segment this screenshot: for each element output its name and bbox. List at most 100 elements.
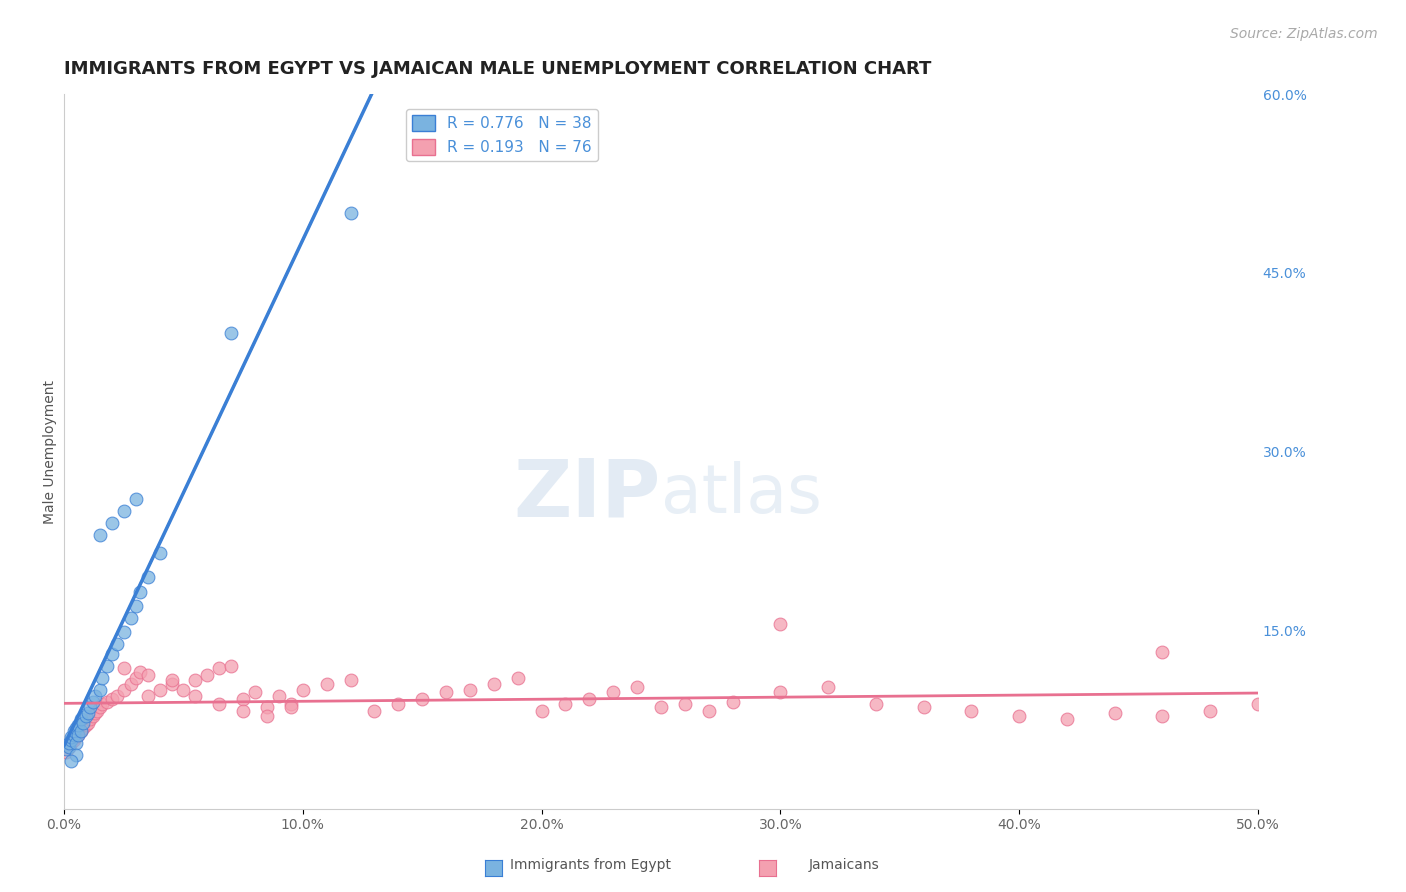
Point [65,721,87,735]
Point [697,704,720,718]
Point [578,692,600,706]
Point [79,712,101,726]
Point [65,731,87,745]
Point [817,680,839,694]
Point [72,716,94,731]
Point [339,206,361,220]
Point [62,732,84,747]
Point [112,661,135,675]
Point [136,569,159,583]
Point [112,504,135,518]
Point [89,528,111,542]
Point [62,728,84,742]
Point [84,689,107,703]
Point [554,697,576,711]
Point [125,671,148,685]
Point [232,692,254,706]
Point [184,673,207,687]
Point [125,599,148,614]
Point [267,689,290,703]
Point [86,704,108,718]
Point [208,661,231,675]
Point [60,736,83,750]
Point [82,708,104,723]
Point [69,712,91,726]
Point [243,685,266,699]
Point [101,692,124,706]
Point [120,611,142,625]
Point [96,694,118,708]
Point [72,721,94,735]
Point [219,326,242,340]
Point [1056,712,1078,726]
Legend: R = 0.776   N = 38, R = 0.193   N = 76: R = 0.776 N = 38, R = 0.193 N = 76 [406,109,598,161]
Point [912,700,935,714]
Point [865,697,887,711]
Point [69,724,91,739]
Point [60,731,83,745]
Point [120,676,142,690]
Point [1104,706,1126,721]
Point [387,697,409,711]
Point [55,742,77,756]
Point [411,692,433,706]
Point [55,745,77,759]
Point [105,637,128,651]
Point [148,546,170,560]
Point [125,492,148,507]
Point [112,682,135,697]
Point [65,748,87,763]
Point [363,704,385,718]
Point [105,689,128,703]
Point [79,700,101,714]
Y-axis label: Male Unemployment: Male Unemployment [44,380,58,524]
Point [602,685,624,699]
Text: ZIP: ZIP [513,456,661,533]
Point [769,685,792,699]
Point [65,736,87,750]
Point [60,754,83,768]
Point [136,689,159,703]
Point [77,716,100,731]
Point [58,736,80,750]
Point [482,676,505,690]
Point [112,625,135,640]
Point [280,697,302,711]
Point [160,676,183,690]
Point [96,658,118,673]
Text: atlas: atlas [661,461,823,527]
Point [58,739,80,754]
Point [1152,644,1174,658]
Point [195,668,218,682]
Point [82,694,104,708]
Point [530,704,553,718]
Text: Immigrants from Egypt: Immigrants from Egypt [510,858,671,872]
Point [67,728,90,742]
Point [60,732,83,747]
Point [160,673,183,687]
Point [280,700,302,714]
Point [62,724,84,739]
Point [1199,704,1222,718]
Point [172,682,194,697]
Point [291,682,314,697]
Point [77,706,100,721]
Point [91,671,114,685]
Point [75,718,97,732]
Point [148,682,170,697]
Point [101,647,124,661]
Point [315,676,337,690]
Point [256,708,278,723]
Point [434,685,457,699]
Point [769,617,792,632]
Point [84,706,107,721]
Point [91,697,114,711]
Text: Source: ZipAtlas.com: Source: ZipAtlas.com [1230,27,1378,41]
Point [129,585,152,599]
Point [506,671,529,685]
Point [339,673,361,687]
Point [67,718,90,732]
Point [1247,697,1270,711]
Point [184,689,207,703]
Text: Jamaicans: Jamaicans [808,858,879,872]
